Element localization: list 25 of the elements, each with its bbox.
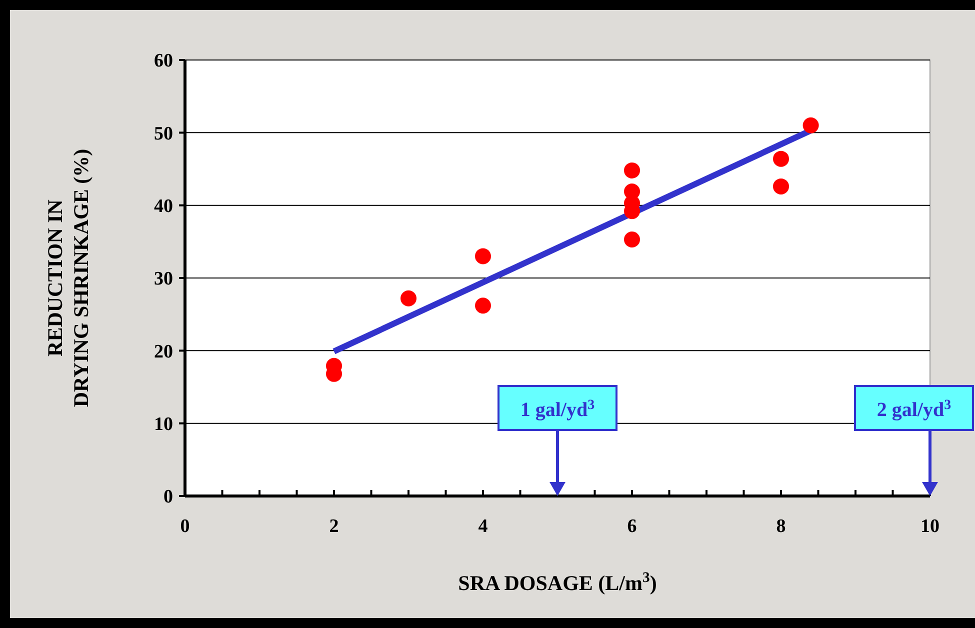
ref-line-label: 2 gal/yd$^{3}$: [876, 398, 952, 421]
y-axis-title: REDUCTION IN DRYING SHRINKAGE (%): [43, 148, 93, 408]
y-tick-label: 10: [154, 414, 173, 435]
x-tick-label: 6: [627, 516, 637, 537]
point: [802, 117, 819, 134]
point: [773, 150, 789, 167]
point: [475, 248, 491, 264]
point: [400, 290, 416, 306]
x-tick-label: 4: [478, 516, 488, 537]
x-tick-label: 0: [180, 516, 190, 537]
x-tick-label: 2: [329, 516, 339, 537]
point: [624, 162, 640, 178]
y-tick-label: 50: [154, 123, 173, 144]
point: [475, 298, 491, 314]
y-tick-label: 30: [154, 268, 173, 290]
x-tick-label: 10: [920, 516, 940, 537]
x-tick-label: 8: [776, 516, 786, 537]
y-tick-label: 40: [154, 196, 173, 217]
y-tick-label: 60: [154, 50, 173, 72]
ref-line-label: 1 gal/yd$^{3}$: [520, 398, 595, 421]
x-axis-title: SRA DOSAGE (L/m$^{3}$): [458, 570, 657, 595]
point: [773, 178, 789, 194]
y-tick-label: 0: [164, 486, 173, 508]
point: [624, 231, 640, 248]
y-tick-label: 20: [154, 341, 173, 362]
